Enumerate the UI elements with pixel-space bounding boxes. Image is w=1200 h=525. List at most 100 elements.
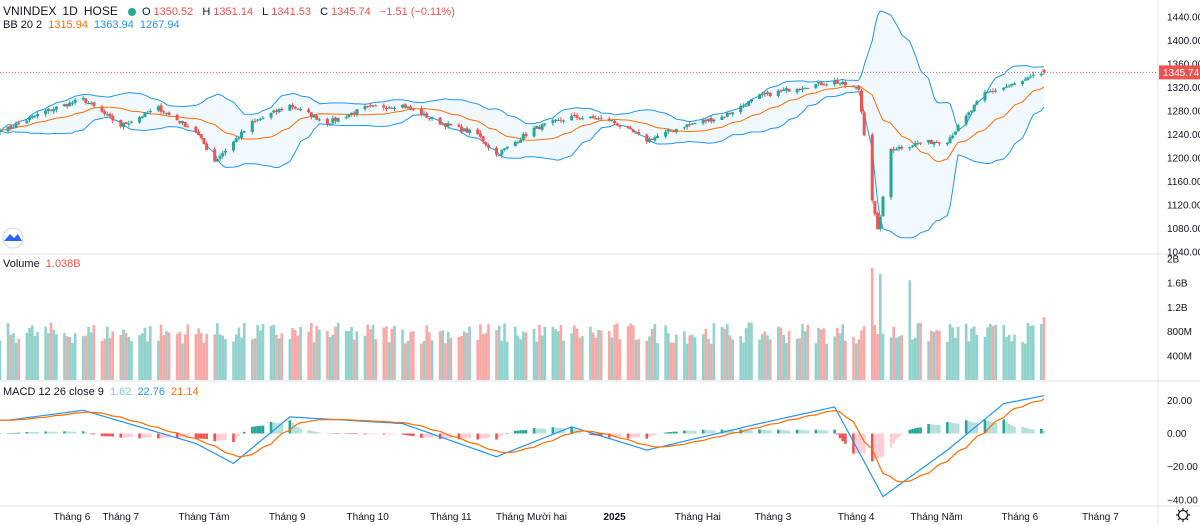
candle-body bbox=[333, 117, 337, 121]
volume-bar bbox=[626, 326, 630, 380]
volume-bar bbox=[532, 328, 536, 380]
volume-bar bbox=[844, 340, 847, 380]
candle-body bbox=[841, 81, 845, 85]
macd-legend[interactable]: MACD 12 26 close 9 1.62 22.76 21.14 bbox=[3, 386, 202, 398]
volume-bar bbox=[100, 340, 104, 380]
price-axis-tick: 1400.00 bbox=[1167, 36, 1200, 47]
volume-bar bbox=[750, 322, 753, 380]
macd-histogram-bar bbox=[607, 433, 611, 438]
volume-bar bbox=[975, 334, 979, 380]
candle-body bbox=[851, 85, 855, 87]
candle-body bbox=[105, 114, 109, 116]
volume-bar bbox=[465, 332, 469, 380]
volume-bar bbox=[199, 333, 203, 380]
macd-histogram-bar bbox=[328, 433, 332, 434]
candle-body bbox=[441, 123, 445, 125]
volume-bar bbox=[9, 334, 13, 380]
volume-bar bbox=[256, 325, 259, 380]
bb-legend[interactable]: BB 20 2 1315.94 1363.94 1267.94 bbox=[3, 19, 183, 31]
candle-body bbox=[223, 150, 227, 153]
volume-bar bbox=[25, 333, 29, 380]
candle-body bbox=[130, 121, 134, 123]
candle-body bbox=[250, 121, 254, 132]
volume-bar bbox=[261, 323, 265, 380]
candle-body bbox=[674, 129, 678, 133]
volume-bar bbox=[763, 331, 767, 380]
volume-bar bbox=[991, 325, 995, 380]
macd-histogram-bar bbox=[908, 429, 912, 434]
candle-body bbox=[956, 124, 960, 131]
macd-histogram-bar bbox=[935, 424, 938, 434]
macd-histogram-bar bbox=[0, 433, 2, 434]
candle-body bbox=[277, 109, 281, 112]
macd-histogram-bar bbox=[691, 430, 694, 434]
macd-histogram-bar bbox=[9, 433, 13, 434]
x-axis-tick: 2025 bbox=[603, 512, 626, 523]
macd-histogram-bar bbox=[986, 420, 989, 434]
candle-body bbox=[70, 102, 74, 104]
settings-gear-icon bbox=[1177, 509, 1189, 521]
volume-axis-tick: 1.6B bbox=[1167, 279, 1188, 290]
volume-legend[interactable]: Volume 1.038B bbox=[3, 258, 84, 270]
candle-body bbox=[427, 118, 431, 120]
candle-body bbox=[720, 116, 724, 120]
candle-body bbox=[838, 83, 842, 85]
macd-histogram-bar bbox=[68, 431, 72, 434]
macd-histogram-bar bbox=[17, 432, 21, 434]
candle-body bbox=[178, 120, 182, 123]
volume-bar bbox=[913, 337, 917, 380]
price-axis-tick: 1080.00 bbox=[1167, 224, 1200, 235]
volume-bar bbox=[822, 328, 826, 380]
macd-histogram-bar bbox=[932, 424, 936, 434]
macd-histogram-bar bbox=[393, 433, 396, 435]
macd-histogram-bar bbox=[911, 428, 914, 434]
candle-body bbox=[613, 120, 617, 124]
macd-histogram-bar bbox=[374, 433, 378, 435]
candle-body bbox=[650, 138, 654, 140]
volume-bar bbox=[175, 333, 179, 380]
candle-body bbox=[951, 135, 955, 138]
symbol-label[interactable]: VNINDEX bbox=[3, 4, 57, 18]
macd-histogram-bar bbox=[613, 433, 616, 438]
price-axis-tick: 1040.00 bbox=[1167, 248, 1200, 259]
candle-body bbox=[685, 124, 689, 128]
macd-histogram-bar bbox=[412, 433, 415, 437]
candle-body bbox=[543, 123, 547, 125]
macd-histogram-bar bbox=[162, 433, 166, 438]
last-price-tag bbox=[1159, 65, 1200, 80]
volume-bar bbox=[599, 330, 603, 380]
candle-body bbox=[591, 116, 595, 119]
candle-body bbox=[315, 115, 319, 120]
volume-bar bbox=[760, 334, 764, 380]
volume-bar bbox=[460, 335, 463, 380]
candle-body bbox=[618, 125, 622, 127]
candle-body bbox=[1023, 79, 1027, 81]
volume-bar bbox=[130, 341, 133, 380]
volume-bar bbox=[374, 338, 378, 380]
volume-bar bbox=[36, 332, 39, 380]
candle-body bbox=[317, 119, 321, 121]
candle-body bbox=[967, 112, 971, 116]
volume-bar bbox=[422, 340, 426, 380]
candle-body bbox=[857, 86, 861, 90]
volume-bar bbox=[637, 339, 641, 380]
volume-bar bbox=[785, 343, 788, 380]
macd-histogram-bar bbox=[403, 433, 407, 436]
volume-bar bbox=[242, 322, 246, 380]
volume-bar bbox=[946, 341, 949, 380]
volume-bar bbox=[836, 327, 839, 380]
volume-bar bbox=[497, 325, 501, 380]
macd-hist-value: 1.62 bbox=[109, 386, 132, 398]
volume-bar bbox=[205, 333, 208, 380]
macd-histogram-bar bbox=[73, 431, 77, 434]
candle-body bbox=[749, 99, 753, 102]
candle-body bbox=[626, 126, 630, 128]
timeframe-label[interactable]: 1D bbox=[62, 4, 78, 18]
candle-body bbox=[519, 139, 523, 143]
candle-body bbox=[9, 125, 13, 129]
volume-bar bbox=[275, 334, 278, 380]
volume-bar bbox=[731, 339, 734, 380]
macd-histogram-bar bbox=[833, 429, 836, 434]
candle-body bbox=[615, 123, 619, 126]
